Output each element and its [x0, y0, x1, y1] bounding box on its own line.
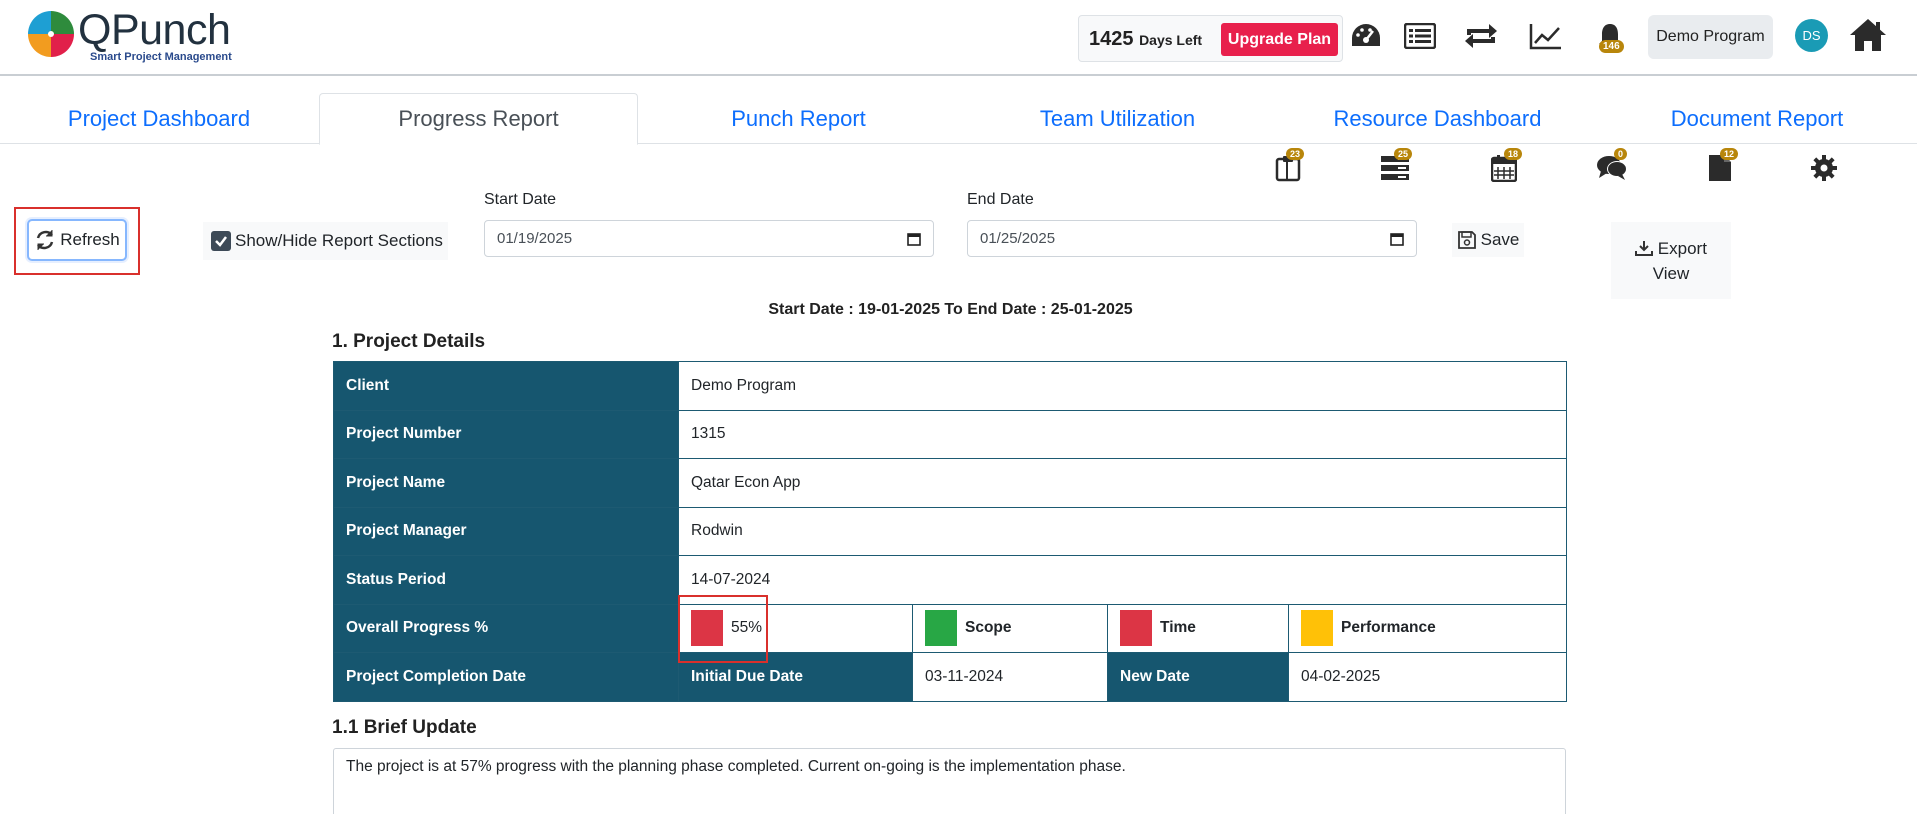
user-avatar[interactable]: DS [1795, 19, 1828, 52]
export-label-line1: Export [1657, 239, 1707, 258]
file-count-badge: 12 [1720, 148, 1739, 160]
tab-project-dashboard[interactable]: Project Dashboard [67, 105, 251, 131]
scope-status-swatch [925, 610, 957, 647]
overall-progress-label: Overall Progress % [333, 603, 679, 653]
project-manager-value: Rodwin [677, 506, 1568, 556]
end-date-label: End Date [967, 191, 1034, 208]
brief-update-textbox[interactable]: The project is at 57% progress with the … [333, 748, 1566, 814]
refresh-button[interactable]: Refresh [27, 219, 127, 261]
top-header: QPunch Smart Project Management 1425 Day… [0, 0, 1917, 76]
export-label-line2: View [1652, 264, 1690, 283]
refresh-label: Refresh [60, 230, 120, 249]
end-date-value: 01/25/2025 [980, 230, 1056, 247]
table-row: Overall Progress % 55% Scope Time Perfor… [333, 603, 1568, 653]
client-value: Demo Program [677, 361, 1568, 411]
table-row: Project Manager Rodwin [333, 506, 1568, 556]
brief-update-text: The project is at 57% progress with the … [346, 758, 1126, 775]
completion-date-label: Project Completion Date [333, 652, 679, 702]
new-date-value: 04-02-2025 [1287, 652, 1568, 702]
time-status-swatch [1120, 610, 1152, 647]
days-left-count: 1425 [1089, 28, 1134, 50]
date-range-text: Start Date : 19-01-2025 To End Date : 25… [768, 301, 1133, 318]
scope-cell: Scope [912, 603, 1108, 653]
section-brief-update-title: 1.1 Brief Update [332, 717, 477, 738]
client-label: Client [333, 361, 679, 411]
table-row: Status Period 14-07-2024 [333, 555, 1568, 605]
notification-count-badge: 146 [1599, 40, 1624, 53]
line-chart-icon[interactable] [1528, 18, 1564, 54]
report-date-range: Start Date : 19-01-2025 To End Date : 25… [0, 301, 1905, 319]
project-number-label: Project Number [333, 409, 679, 459]
comments-count-badge: 0 [1614, 148, 1628, 160]
status-period-label: Status Period [333, 555, 679, 605]
start-date-label: Start Date [484, 191, 557, 208]
refresh-icon [37, 230, 54, 250]
end-date-input[interactable]: 01/25/2025 [967, 220, 1417, 257]
program-selector-button[interactable]: Demo Program [1648, 15, 1773, 59]
new-date-label: New Date [1107, 652, 1289, 702]
qpunch-logo-icon [28, 11, 74, 57]
checkbox-checked-icon[interactable] [211, 231, 231, 251]
table-row: Project Name Qatar Econ App [333, 458, 1568, 508]
progress-highlight-box [678, 595, 768, 663]
days-left: 1425 Days Left [1089, 28, 1202, 51]
days-left-label: Days Left [1139, 32, 1203, 48]
brand-tagline: Smart Project Management [90, 51, 232, 63]
list-icon[interactable] [1402, 18, 1438, 54]
section-project-details-title: 1. Project Details [332, 331, 486, 352]
progress-status-swatch [691, 610, 723, 647]
save-label: Save [1480, 230, 1520, 249]
project-name-label: Project Name [333, 458, 679, 508]
project-number-value: 1315 [677, 409, 1568, 459]
tab-progress-report[interactable]: Progress Report [319, 93, 638, 145]
show-hide-sections-toggle[interactable]: Show/Hide Report Sections [203, 222, 448, 260]
time-cell: Time [1107, 603, 1289, 653]
tab-document-report[interactable]: Document Report [1670, 105, 1844, 131]
brand-name: QPunch [78, 6, 231, 54]
status-period-value: 14-07-2024 [677, 555, 1568, 605]
performance-cell: Performance [1287, 603, 1568, 653]
comments-icon[interactable] [1594, 150, 1630, 186]
calendar-count-badge: 18 [1504, 148, 1523, 160]
initial-due-date-label: Initial Due Date [678, 652, 913, 702]
performance-status-swatch [1301, 610, 1333, 647]
sync-arrows-icon[interactable] [1463, 18, 1499, 54]
refresh-highlight-box [14, 207, 140, 275]
upgrade-plan-button[interactable]: Upgrade Plan [1221, 23, 1338, 56]
calendar-picker-icon[interactable] [1390, 232, 1404, 246]
initial-due-date-value: 03-11-2024 [912, 652, 1108, 702]
tab-punch-report[interactable]: Punch Report [731, 105, 866, 131]
start-date-input[interactable]: 01/19/2025 [484, 220, 934, 257]
plan-status: 1425 Days Left Upgrade Plan [1078, 15, 1343, 62]
table-row: Client Demo Program [333, 361, 1568, 411]
project-name-value: Qatar Econ App [677, 458, 1568, 508]
show-hide-label: Show/Hide Report Sections [235, 231, 443, 250]
server-count-badge: 25 [1394, 148, 1413, 160]
export-view-button[interactable]: Export View [1611, 222, 1731, 299]
save-button[interactable]: Save [1452, 223, 1524, 257]
overall-progress-value: 55% [731, 619, 763, 637]
calendar-picker-icon[interactable] [907, 232, 921, 246]
project-details-table: Client Demo Program Project Number 1315 … [333, 361, 1568, 702]
tab-team-utilization[interactable]: Team Utilization [1039, 105, 1196, 131]
download-icon [1635, 241, 1654, 256]
dashboard-gauge-icon[interactable] [1348, 18, 1384, 54]
performance-label: Performance [1341, 619, 1436, 637]
gear-icon[interactable] [1806, 150, 1842, 186]
scope-label: Scope [965, 619, 1012, 637]
floppy-disk-icon [1457, 231, 1476, 249]
start-date-value: 01/19/2025 [497, 230, 573, 247]
project-manager-label: Project Manager [333, 506, 679, 556]
tab-resource-dashboard[interactable]: Resource Dashboard [1333, 105, 1542, 131]
clipboard-count-badge: 23 [1286, 148, 1305, 160]
table-row: Project Completion Date Initial Due Date… [333, 652, 1568, 702]
table-row: Project Number 1315 [333, 409, 1568, 459]
home-icon[interactable] [1848, 15, 1888, 55]
time-label: Time [1160, 619, 1196, 637]
report-tabs: Project Dashboard Progress Report Punch … [0, 93, 1917, 145]
overall-progress-cell: 55% [678, 603, 913, 653]
